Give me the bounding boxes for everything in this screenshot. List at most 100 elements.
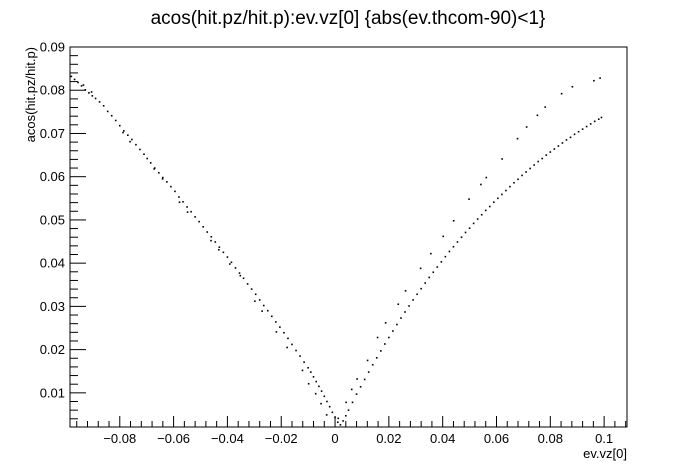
data-point — [497, 197, 499, 200]
data-point — [537, 160, 539, 163]
data-point — [339, 424, 342, 426]
data-point — [485, 176, 488, 179]
y-tick-label: 0.05 — [40, 212, 65, 227]
data-point — [135, 143, 137, 146]
data-point — [122, 131, 124, 134]
data-point — [404, 311, 406, 313]
data-point — [440, 261, 443, 263]
data-point — [336, 421, 339, 424]
data-point — [376, 336, 379, 339]
data-point — [153, 167, 156, 169]
data-point — [501, 193, 503, 196]
data-point — [110, 114, 113, 117]
data-point — [318, 385, 320, 388]
data-point — [557, 145, 560, 147]
x-axis-label: ev.vz[0] — [583, 446, 627, 461]
data-point — [472, 222, 475, 225]
x-tick-label: 0.1 — [595, 431, 613, 446]
data-point — [91, 95, 94, 97]
data-point — [320, 390, 323, 392]
data-point — [337, 417, 340, 420]
y-tick-label: 0.03 — [40, 299, 65, 314]
chart-title: acos(hit.pz/hit.p):ev.vz[0] {abs(ev.thco… — [151, 8, 546, 29]
data-point — [325, 414, 328, 416]
data-point — [266, 309, 269, 312]
x-tick-label: −0.06 — [157, 431, 190, 446]
data-point — [517, 178, 519, 181]
y-tick-label: 0.06 — [40, 169, 65, 184]
data-point — [529, 167, 531, 170]
data-point — [202, 226, 204, 228]
data-point — [533, 164, 535, 166]
data-point — [106, 110, 109, 113]
data-point — [238, 272, 241, 274]
data-point — [139, 148, 141, 151]
data-point — [347, 409, 350, 411]
data-point — [102, 104, 105, 107]
data-point — [400, 317, 402, 319]
data-point — [162, 176, 164, 179]
data-point — [544, 106, 546, 108]
data-point — [262, 304, 265, 307]
data-point — [254, 300, 256, 302]
x-tick-label: 0.02 — [376, 431, 401, 446]
data-point — [286, 346, 288, 349]
data-point — [345, 414, 347, 417]
data-point — [261, 310, 263, 312]
data-point — [146, 157, 149, 160]
data-point — [342, 420, 344, 422]
data-point — [404, 290, 407, 292]
y-tick-label: 0.07 — [40, 126, 65, 141]
data-point — [230, 261, 233, 264]
data-point — [561, 142, 564, 144]
x-tick-label: −0.08 — [103, 431, 136, 446]
data-point — [307, 382, 310, 385]
data-point — [392, 330, 394, 332]
data-point — [94, 97, 97, 100]
data-point — [571, 85, 574, 88]
data-point — [258, 299, 261, 301]
data-point — [70, 75, 73, 78]
data-point — [412, 299, 414, 301]
data-point — [307, 366, 309, 369]
data-point — [73, 78, 76, 81]
data-point — [218, 246, 221, 248]
x-tick-label: 0 — [331, 431, 338, 446]
y-tick-label: 0.04 — [40, 256, 65, 271]
data-point — [226, 256, 229, 258]
x-tick-label: 0.04 — [430, 431, 455, 446]
data-point — [214, 241, 217, 243]
data-point — [480, 183, 482, 186]
x-tick-label: 0.08 — [538, 431, 563, 446]
data-point — [516, 137, 519, 140]
x-tick-label: −0.02 — [265, 431, 298, 446]
data-point — [98, 101, 101, 103]
data-point — [452, 245, 455, 248]
data-point — [452, 219, 455, 222]
data-point — [424, 282, 426, 284]
data-point — [158, 172, 160, 174]
data-point — [509, 185, 511, 188]
data-point — [416, 293, 418, 296]
data-point — [127, 134, 129, 136]
data-point — [250, 288, 253, 290]
data-point — [355, 393, 358, 395]
data-point — [131, 138, 133, 141]
data-point — [560, 92, 563, 95]
data-point — [90, 91, 93, 93]
data-point — [301, 369, 304, 372]
data-point — [436, 266, 439, 268]
data-point — [279, 326, 281, 328]
data-point — [501, 158, 503, 160]
data-point — [287, 337, 289, 340]
data-point — [420, 287, 422, 290]
data-point — [283, 331, 285, 334]
data-point — [77, 81, 79, 84]
data-point — [182, 200, 184, 203]
data-point — [581, 128, 584, 130]
data-point — [536, 114, 539, 117]
data-point — [371, 363, 374, 366]
data-point — [379, 350, 382, 352]
